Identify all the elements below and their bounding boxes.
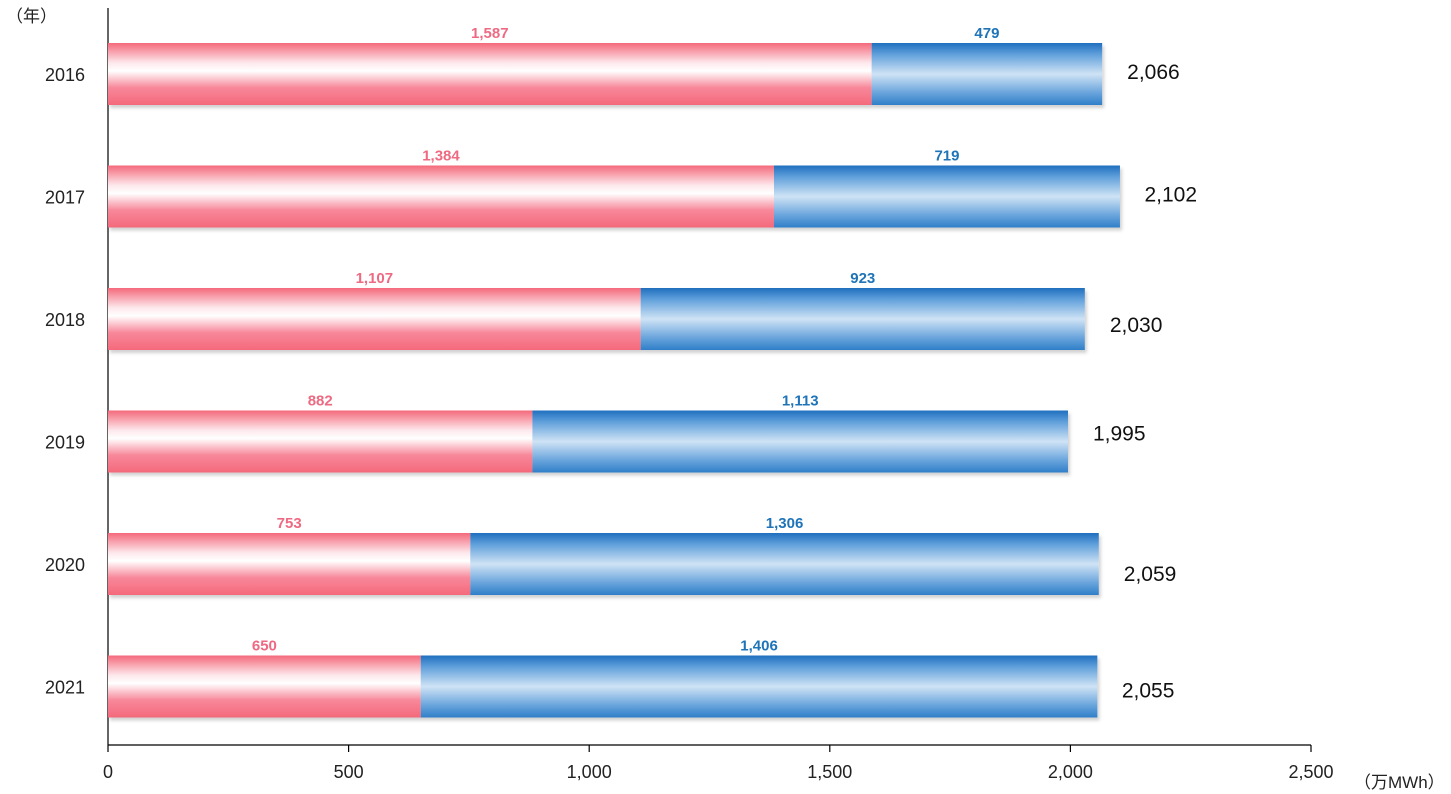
bar-segment-pink	[108, 165, 774, 228]
bar-group	[108, 655, 1098, 718]
segment-value-label: 1,306	[766, 515, 804, 532]
total-value-label: 2,102	[1144, 184, 1197, 207]
segment-value-label: 650	[252, 638, 277, 655]
bar-segment-blue	[470, 533, 1099, 595]
segment-value-label: 1,406	[740, 638, 778, 655]
y-category-label: 2016	[45, 65, 85, 85]
bar-segment-blue	[420, 655, 1098, 718]
total-value-label: 2,059	[1124, 563, 1177, 586]
bar-segment-pink	[108, 410, 533, 473]
bar-group	[108, 533, 1099, 595]
bar-segment-blue	[640, 288, 1085, 350]
total-value-label: 2,066	[1127, 61, 1180, 84]
y-category-label: 2018	[45, 310, 85, 330]
bar-segment-pink	[108, 655, 421, 718]
y-category-label: 2021	[45, 678, 85, 698]
bar-segment-pink	[108, 533, 471, 595]
segment-value-label: 882	[308, 393, 333, 410]
x-tick-label: 1,500	[807, 762, 852, 782]
y-axis-ticks: 2016 2017 2018 2019 2020 2021	[45, 65, 85, 698]
bar-segment-blue	[773, 165, 1120, 228]
total-value-label: 2,030	[1110, 314, 1163, 337]
segment-value-label: 753	[277, 515, 302, 532]
x-tick-label: 2,000	[1048, 762, 1093, 782]
y-category-label: 2017	[45, 188, 85, 208]
segment-value-label: 479	[974, 25, 999, 42]
x-tick-label: 1,000	[567, 762, 612, 782]
bar-group	[108, 410, 1068, 473]
bar-segment-pink	[108, 288, 641, 350]
bar-group	[108, 43, 1103, 105]
x-axis-ticks: 0 500 1,000 1,500 2,000 2,500	[103, 745, 1334, 782]
bar-segment-pink	[108, 43, 872, 105]
bar-segment-blue	[871, 43, 1103, 105]
y-axis-unit-label: （年）	[6, 7, 57, 26]
segment-value-label: 1,107	[356, 270, 394, 287]
bar-segment-blue	[532, 410, 1068, 473]
total-value-label: 2,055	[1122, 680, 1175, 703]
bars	[108, 43, 1120, 718]
data-labels: 1,587 479 2,066 1,384 719 2,102 1,107 923 2,030 8…	[252, 25, 1197, 703]
segment-value-label: 1,384	[422, 148, 460, 165]
y-category-label: 2020	[45, 555, 85, 575]
x-tick-label: 2,500	[1288, 762, 1333, 782]
segment-value-label: 923	[850, 270, 875, 287]
x-tick-label: 0	[103, 762, 113, 782]
bar-group	[108, 288, 1085, 350]
segment-value-label: 1,113	[782, 393, 819, 410]
segment-value-label: 1,587	[471, 25, 509, 42]
axes	[107, 8, 1311, 746]
segment-value-label: 719	[934, 148, 959, 165]
x-axis-unit-label: （万MWh）	[1354, 773, 1445, 792]
bar-group	[108, 165, 1120, 228]
total-value-label: 1,995	[1093, 423, 1146, 446]
x-tick-label: 500	[334, 762, 364, 782]
y-category-label: 2019	[45, 433, 85, 453]
